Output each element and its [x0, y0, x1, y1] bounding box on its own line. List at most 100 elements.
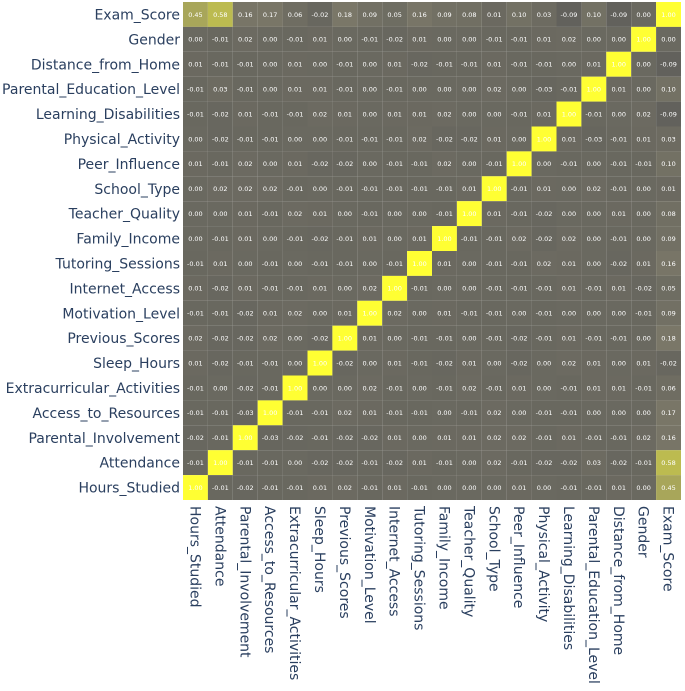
cell-value-label: 1.00: [363, 310, 377, 318]
cell-value-label: 0.01: [313, 484, 327, 492]
heatmap-cell: [382, 226, 408, 251]
cell-value-label: 0.00: [636, 235, 650, 243]
cell-value-label: 0.01: [587, 359, 601, 367]
heatmap-cell: [307, 450, 333, 476]
cell-value-label: 0.01: [562, 135, 576, 143]
heatmap-cell: [432, 51, 457, 77]
heatmap-cell: [332, 101, 358, 127]
heatmap-cell: [481, 325, 507, 351]
heatmap-cell: [556, 201, 582, 227]
heatmap-cell: [232, 51, 258, 77]
cell-value-label: 0.01: [188, 61, 202, 69]
heatmap-cell: [432, 2, 457, 27]
cell-value-label: -0.01: [262, 110, 279, 118]
heatmap-cell: [432, 475, 457, 500]
cell-value-label: 0.08: [462, 11, 476, 19]
cell-value-label: 0.06: [661, 384, 675, 392]
cell-value-label: 0.00: [612, 36, 626, 44]
cell-value-label: 0.01: [387, 110, 401, 118]
heatmap-cell: [332, 51, 358, 77]
heatmap-cell: [631, 126, 657, 152]
heatmap-cell: [282, 450, 308, 476]
cell-value-label: -0.01: [486, 285, 503, 293]
cell-value-label: -0.02: [212, 110, 229, 118]
heatmap-cell: [581, 176, 607, 202]
heatmap-cell: [456, 151, 482, 177]
cell-value-label: 0.01: [213, 260, 227, 268]
cell-value-label: 0.01: [636, 135, 650, 143]
heatmap-cell: [357, 425, 383, 451]
heatmap-cell: [382, 400, 408, 426]
heatmap-cell: [183, 475, 208, 500]
cell-value-label: 0.00: [661, 36, 675, 44]
row-tick-label: Parental_Involvement: [28, 431, 180, 447]
cell-value-label: 1.00: [636, 36, 650, 44]
heatmap-cell: [606, 2, 632, 27]
cell-value-label: 0.02: [562, 359, 576, 367]
heatmap-cell: [481, 450, 507, 476]
heatmap-cell: [382, 176, 408, 202]
heatmap-cell: [332, 325, 358, 351]
cell-value-label: -0.01: [187, 110, 204, 118]
cell-value-label: 0.00: [636, 61, 650, 69]
cell-value-label: 0.01: [363, 409, 377, 417]
cell-value-label: -0.01: [187, 384, 204, 392]
heatmap-cell: [407, 226, 432, 251]
heatmap-cell: [656, 51, 681, 77]
cell-value-label: -0.02: [237, 334, 254, 342]
heatmap-cell: [332, 275, 358, 301]
cell-value-label: 0.02: [636, 434, 650, 442]
heatmap-cell: [207, 375, 233, 401]
heatmap-cell: [382, 350, 408, 376]
heatmap-cell: [481, 475, 507, 500]
heatmap-cell: [581, 51, 607, 77]
heatmap-cell: [606, 51, 632, 77]
cell-value-label: 0.01: [487, 61, 501, 69]
heatmap-cell: [183, 51, 208, 77]
heatmap-cell: [183, 325, 208, 351]
cell-value-label: -0.01: [561, 384, 578, 392]
heatmap-cell: [307, 151, 333, 177]
cell-value-label: 0.01: [238, 110, 252, 118]
cell-value-label: -0.01: [237, 85, 254, 93]
heatmap-cell: [631, 2, 657, 27]
cell-value-label: -0.01: [336, 61, 353, 69]
cell-value-label: 0.01: [238, 210, 252, 218]
cell-value-label: -0.01: [511, 285, 528, 293]
cell-value-label: 0.00: [562, 210, 576, 218]
column-tick-label: Learning_Disabilities: [560, 506, 576, 650]
heatmap-cell: [257, 176, 283, 202]
heatmap-cell: [357, 201, 383, 227]
heatmap-cell: [506, 325, 532, 351]
cell-value-label: 0.00: [462, 484, 476, 492]
heatmap-cell: [481, 126, 507, 152]
heatmap-cell: [257, 76, 283, 102]
cell-value-label: 0.02: [636, 110, 650, 118]
heatmap-cell: [207, 76, 233, 102]
cell-value-label: 0.00: [587, 310, 601, 318]
cell-value-label: 0.00: [313, 185, 327, 193]
cell-value-label: 0.01: [462, 359, 476, 367]
heatmap-cell: [407, 51, 432, 77]
heatmap-cell: [382, 425, 408, 451]
cell-value-label: 1.00: [462, 210, 476, 218]
heatmap-cell: [531, 275, 557, 301]
heatmap-cell: [656, 475, 681, 500]
heatmap-cell: [556, 26, 582, 52]
heatmap-cell: [581, 151, 607, 177]
cell-value-label: 0.00: [462, 36, 476, 44]
heatmap-cell: [357, 176, 383, 202]
heatmap-cell: [606, 26, 632, 52]
column-tick-label: Parental_Involvement: [236, 506, 252, 658]
cell-value-label: -0.02: [212, 359, 229, 367]
heatmap-cell: [257, 226, 283, 251]
heatmap-cell: [656, 151, 681, 177]
heatmap-cell: [207, 300, 233, 326]
cell-value-label: -0.01: [287, 409, 304, 417]
heatmap-cell: [307, 375, 333, 401]
row-tick-label: Motivation_Level: [62, 306, 180, 322]
heatmap-cell: [407, 425, 432, 451]
cell-value-label: -0.01: [486, 260, 503, 268]
heatmap-cell: [257, 201, 283, 227]
cell-value-label: 1.00: [537, 135, 551, 143]
